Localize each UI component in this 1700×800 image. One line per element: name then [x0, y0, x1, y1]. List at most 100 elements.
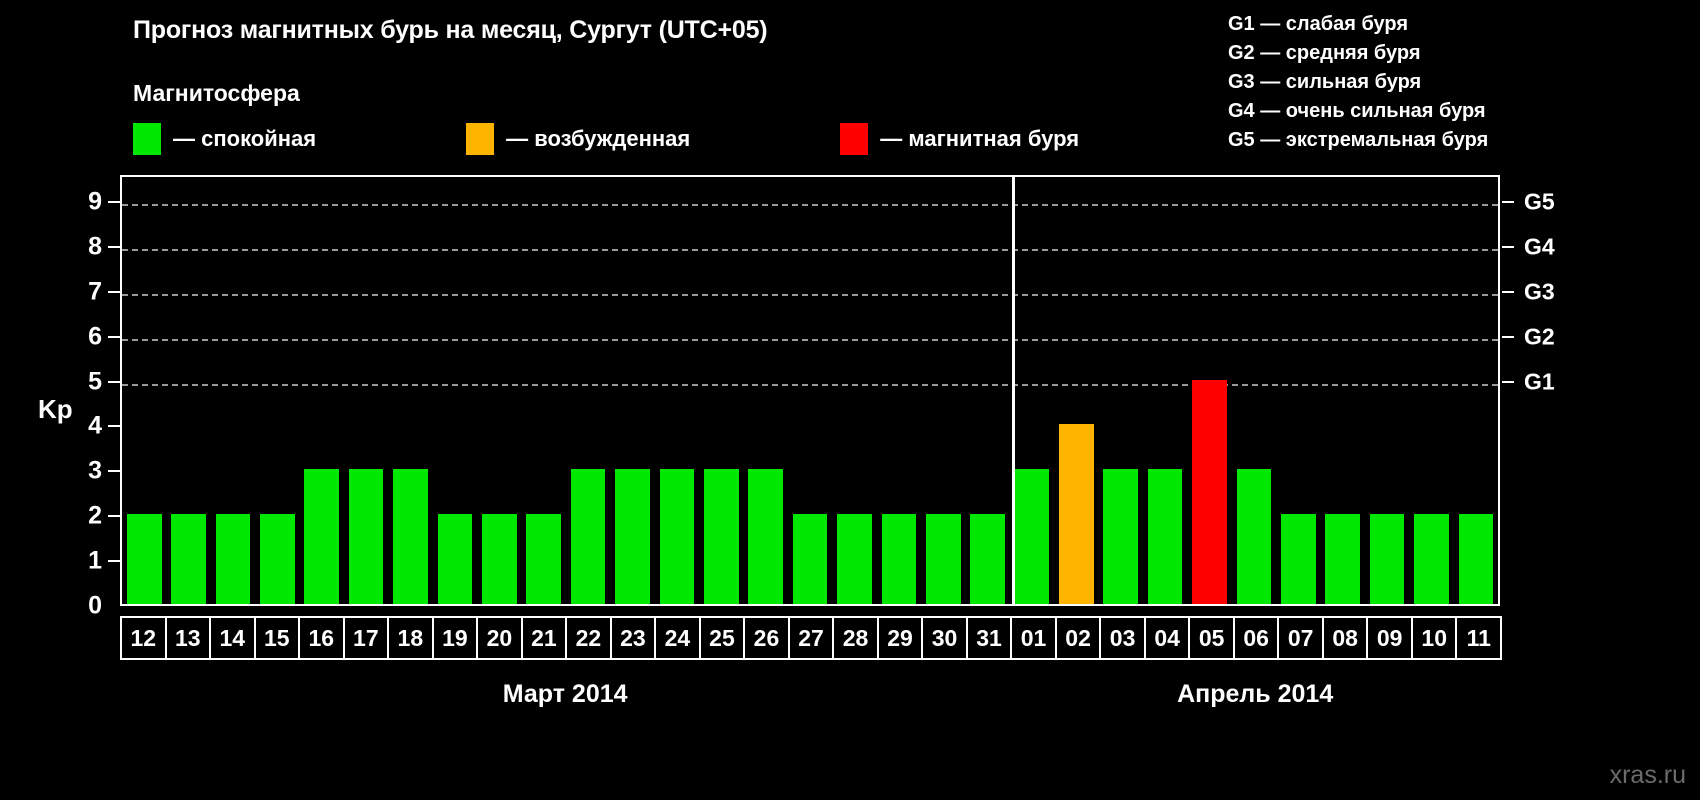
legend-label-calm: — спокойная	[173, 126, 317, 151]
date-label-15: 15	[253, 616, 301, 660]
date-label-24: 24	[654, 616, 701, 660]
gridlines	[122, 177, 1498, 604]
date-label-01: 01	[1010, 616, 1057, 660]
bar-15	[260, 514, 295, 604]
y-tick-label-7: 7	[88, 277, 102, 306]
date-label-25: 25	[698, 616, 746, 660]
date-label-28: 28	[832, 616, 879, 660]
month-divider	[1012, 175, 1016, 606]
y-tick-label-9: 9	[88, 187, 102, 216]
bar-cell	[1321, 177, 1365, 604]
bar-04	[1147, 469, 1183, 604]
y-tick-mark-8	[108, 245, 120, 248]
date-label-19: 19	[431, 616, 479, 660]
y-tick-label-6: 6	[88, 322, 102, 351]
bar-14	[215, 514, 251, 604]
date-label-12: 12	[120, 616, 167, 660]
legend-item-storm: — магнитная буря	[840, 123, 1079, 155]
date-label-07: 07	[1277, 616, 1324, 660]
bar-cell	[433, 177, 477, 604]
legend-swatch-storm	[840, 123, 869, 155]
bar-cell	[255, 177, 299, 604]
g-tick-label-G2: G2	[1524, 323, 1555, 350]
date-label-08: 08	[1321, 616, 1369, 660]
bar-cell	[965, 177, 1009, 604]
y-tick-mark-9	[108, 200, 120, 203]
bar-cell	[832, 177, 876, 604]
bar-25	[703, 469, 739, 604]
bar-cell	[921, 177, 965, 604]
bar-cell	[610, 177, 654, 604]
bar-cell	[122, 177, 166, 604]
bar-cell	[1365, 177, 1409, 604]
bar-06	[1236, 469, 1272, 604]
bar-cell	[344, 177, 388, 604]
bar-01	[1014, 469, 1050, 604]
bar-18	[393, 469, 428, 604]
g-scale-legend: G1 — слабая буря G2 — средняя буря G3 — си…	[1228, 10, 1488, 155]
g-tick-label-G4: G4	[1524, 233, 1555, 260]
g-tick-label-G1: G1	[1524, 368, 1555, 395]
date-label-20: 20	[476, 616, 523, 660]
bar-02	[1059, 424, 1094, 604]
y-tick-mark-5	[108, 380, 120, 383]
bar-cell	[1099, 177, 1143, 604]
date-label-22: 22	[565, 616, 612, 660]
y-tick-mark-6	[108, 335, 120, 338]
date-label-23: 23	[609, 616, 657, 660]
bar-21	[526, 514, 562, 604]
y-tick-label-1: 1	[88, 546, 102, 575]
gridline-kp-8	[122, 248, 1498, 251]
bar-23	[615, 469, 650, 604]
y-tick-label-2: 2	[88, 501, 102, 530]
bar-cell	[1054, 177, 1098, 604]
date-label-03: 03	[1099, 616, 1146, 660]
y-tick-mark-2	[108, 515, 120, 518]
plot-area	[120, 175, 1500, 606]
bar-17	[348, 469, 384, 604]
date-label-06: 06	[1232, 616, 1280, 660]
g-tick-mark-G1	[1502, 380, 1514, 383]
gridline-kp-9	[122, 203, 1498, 206]
g-scale-line-5: G5 — экстремальная буря	[1228, 129, 1489, 151]
bar-10	[1414, 514, 1449, 604]
date-label-29: 29	[876, 616, 924, 660]
bar-cell	[477, 177, 521, 604]
bar-08	[1325, 514, 1361, 604]
gridline-kp-6	[122, 338, 1498, 341]
bar-11	[1458, 514, 1494, 604]
bar-cell	[300, 177, 344, 604]
bar-26	[748, 469, 783, 604]
bar-16	[304, 469, 340, 604]
bar-cell	[1409, 177, 1453, 604]
bar-09	[1369, 514, 1405, 604]
bar-cell	[211, 177, 255, 604]
date-label-04: 04	[1143, 616, 1191, 660]
date-label-13: 13	[164, 616, 212, 660]
bar-03	[1103, 469, 1139, 604]
g-scale-line-4: G4 — очень сильная буря	[1228, 100, 1486, 122]
bar-19	[437, 514, 473, 604]
g-scale-line-1: G1 — слабая буря	[1228, 13, 1409, 35]
date-label-16: 16	[298, 616, 345, 660]
bar-cell	[1187, 177, 1231, 604]
bar-cell	[1454, 177, 1498, 604]
g-scale-line-3: G3 — сильная буря	[1228, 71, 1422, 93]
bar-cell	[699, 177, 743, 604]
date-label-05: 05	[1188, 616, 1235, 660]
bar-24	[659, 469, 695, 604]
date-axis: 12 13 14 15 16 17 18 19 20 21 22 23 24 25 26 27 28 29 30 31…	[120, 616, 1502, 660]
bar-30	[925, 514, 961, 604]
bar-28	[837, 514, 872, 604]
bar-cell	[1276, 177, 1320, 604]
bar-29	[881, 514, 917, 604]
bar-cell	[522, 177, 566, 604]
gridline-kp-5	[122, 383, 1498, 386]
date-label-11: 11	[1455, 616, 1502, 660]
bar-12	[126, 514, 162, 604]
date-label-02: 02	[1054, 616, 1102, 660]
bar-cell	[1143, 177, 1187, 604]
y-tick-mark-4	[108, 425, 120, 428]
bar-cell	[743, 177, 787, 604]
